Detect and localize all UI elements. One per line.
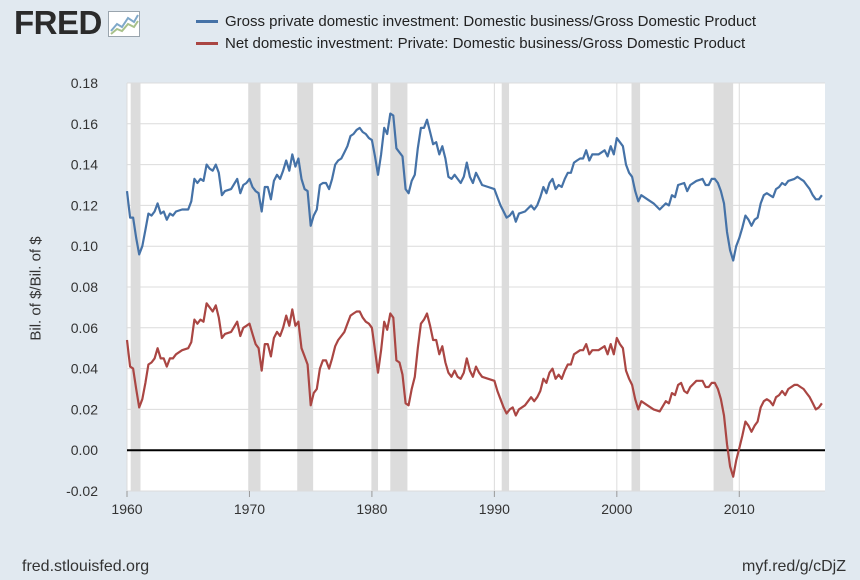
series-line-net: [125, 302, 823, 478]
source-link[interactable]: fred.stlouisfed.org: [22, 558, 150, 575]
short-link[interactable]: myf.red/g/cDjZ: [741, 558, 846, 575]
x-tick-label: 1970: [234, 501, 265, 517]
x-tick-label: 1980: [356, 501, 387, 517]
y-tick-label: 0.12: [71, 197, 98, 213]
y-tick-label: 0.00: [71, 442, 98, 458]
legend-label-net: Net domestic investment: Private: Domest…: [225, 34, 746, 52]
y-tick-label: 0.14: [71, 157, 98, 173]
fred-logo[interactable]: FRED: [14, 6, 140, 40]
y-tick-label: 0.04: [71, 361, 98, 377]
legend: Gross private domestic investment: Domes…: [196, 10, 756, 54]
series-line-gross: [125, 112, 823, 262]
y-tick-label: 0.16: [71, 116, 98, 132]
y-tick-label: 0.10: [71, 238, 98, 254]
y-tick-label: 0.06: [71, 320, 98, 336]
y-tick-label: 0.08: [71, 279, 98, 295]
x-tick-label: 1990: [479, 501, 510, 517]
x-tick-label: 2000: [601, 501, 632, 517]
legend-label-gross: Gross private domestic investment: Domes…: [225, 12, 757, 30]
legend-item-net[interactable]: Net domestic investment: Private: Domest…: [196, 32, 756, 54]
x-tick-label: 1960: [111, 501, 142, 517]
legend-swatch-net: [196, 41, 218, 45]
legend-swatch-gross: [196, 19, 218, 23]
logo-text: FRED: [14, 4, 102, 41]
x-tick-label: 2010: [724, 501, 755, 517]
y-tick-label: 0.02: [71, 401, 98, 417]
y-tick-label: -0.02: [66, 483, 98, 499]
y-tick-label: 0.18: [71, 75, 98, 91]
legend-item-gross[interactable]: Gross private domestic investment: Domes…: [196, 10, 756, 32]
chart-line-icon: [107, 11, 140, 37]
